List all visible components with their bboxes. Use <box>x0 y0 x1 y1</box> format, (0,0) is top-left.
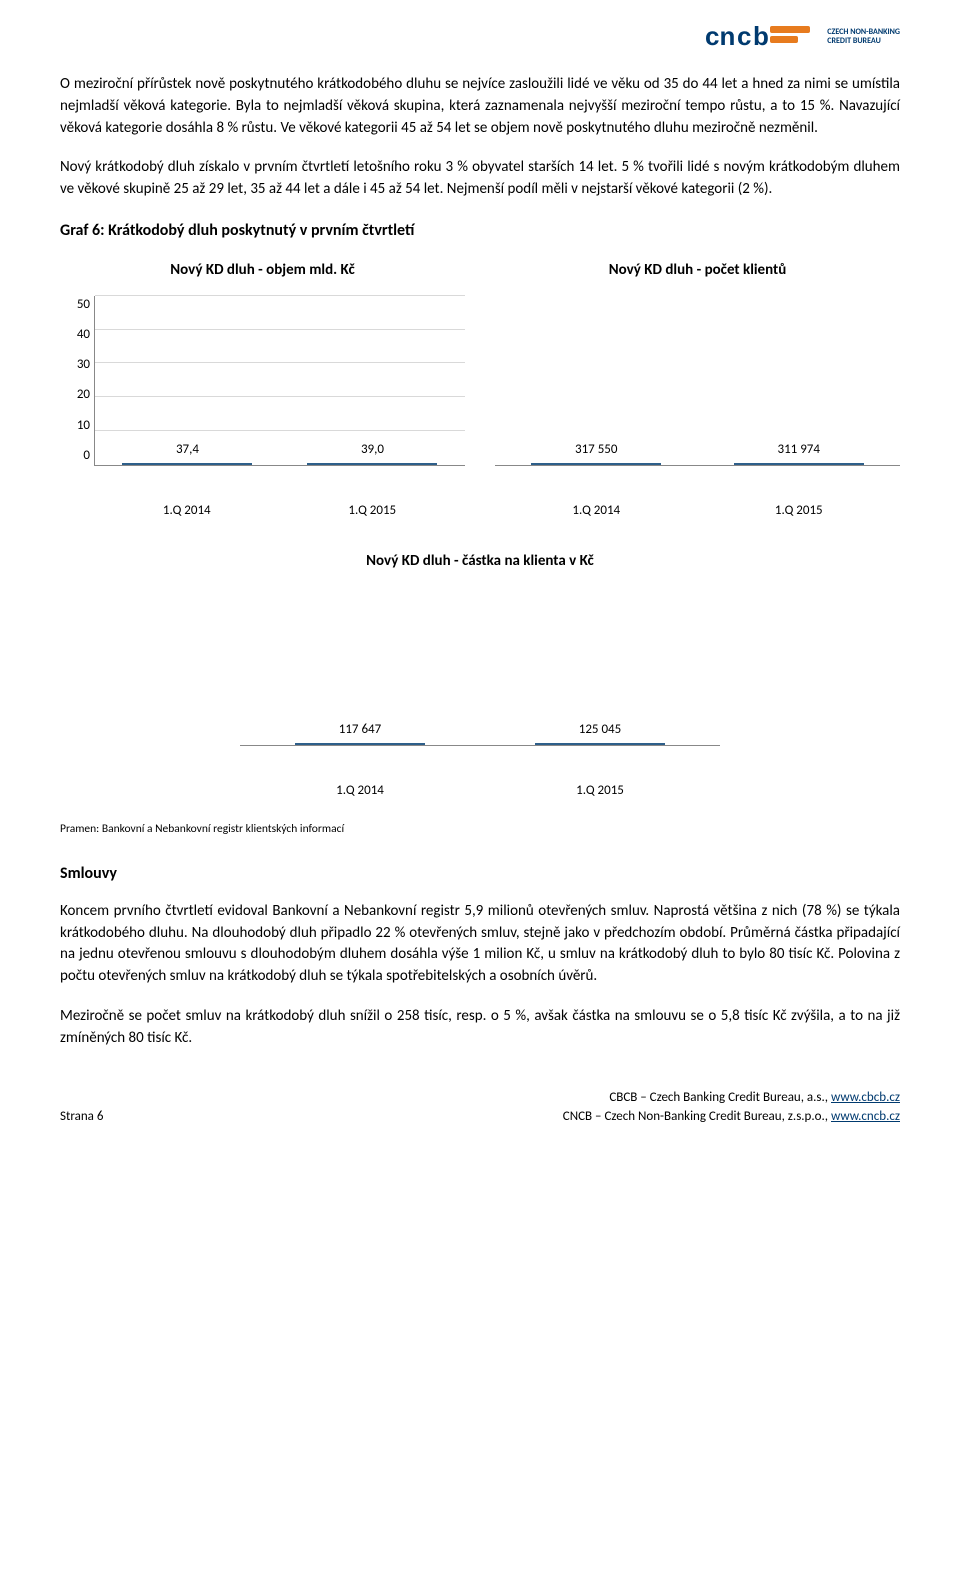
body-paragraph-3: Koncem prvního čtvrtletí evidoval Bankov… <box>60 901 900 988</box>
svg-text:c: c <box>737 21 751 51</box>
chart1-val-0: 37,4 <box>176 441 199 460</box>
charts-row-top: Nový KD dluh - objem mld. Kč 50 40 30 20… <box>60 260 900 521</box>
ytick: 10 <box>77 417 90 436</box>
svg-text:b: b <box>753 21 769 51</box>
graf6-heading: Graf 6: Krátkodobý dluh poskytnutý v prv… <box>60 219 900 242</box>
chart3-cat-1: 1.Q 2015 <box>576 782 624 801</box>
ytick: 20 <box>77 386 90 405</box>
chart2-x-labels: 1.Q 2014 1.Q 2015 <box>495 502 900 521</box>
chart3-bar-1 <box>535 743 665 745</box>
body-paragraph-1: O meziroční přírůstek nově poskytnutého … <box>60 74 900 139</box>
chart3-x-labels: 1.Q 2014 1.Q 2015 <box>240 782 720 801</box>
section-smlouvy-heading: Smlouvy <box>60 862 900 885</box>
chart1-x-labels: 1.Q 2014 1.Q 2015 <box>60 502 465 521</box>
chart2-cat-1: 1.Q 2015 <box>775 502 823 521</box>
chart1-y-axis: 50 40 30 20 10 0 <box>60 296 94 466</box>
chart1-plot: 37,4 39,0 <box>94 296 465 466</box>
chart2-plot: 317 550 311 974 <box>495 296 900 466</box>
chart1-bar-0 <box>122 463 252 465</box>
chart3-bar-0 <box>295 743 425 745</box>
page-header: cn c b CZECH NON-BANKING CREDIT BUREAU <box>60 20 900 54</box>
cncb-logo: cn c b <box>705 20 815 54</box>
svg-text:cn: cn <box>705 21 735 51</box>
chart1-cat-0: 1.Q 2014 <box>163 502 211 521</box>
ytick: 50 <box>77 296 90 315</box>
ytick: 40 <box>77 326 90 345</box>
chart-source: Pramen: Bankovní a Nebankovní registr kl… <box>60 821 900 838</box>
chart-pocet: Nový KD dluh - počet klientů 317 550 311… <box>495 260 900 521</box>
chart-castka: Nový KD dluh - částka na klienta v Kč 11… <box>240 551 720 802</box>
chart-objem: Nový KD dluh - objem mld. Kč 50 40 30 20… <box>60 260 465 521</box>
chart3-plot: 117 647 125 045 <box>240 586 720 746</box>
chart3-val-0: 117 647 <box>339 721 381 740</box>
logo-tagline: CZECH NON-BANKING CREDIT BUREAU <box>827 28 900 46</box>
footer-link-cncb[interactable]: www.cncb.cz <box>831 1109 900 1124</box>
chart2-title: Nový KD dluh - počet klientů <box>495 260 900 282</box>
ytick: 0 <box>83 447 90 466</box>
footer-page-number: Strana 6 <box>60 1108 103 1127</box>
chart1-title: Nový KD dluh - objem mld. Kč <box>60 260 465 282</box>
ytick: 30 <box>77 356 90 375</box>
chart2-bar-1 <box>734 463 864 465</box>
footer-link-cbcb[interactable]: www.cbcb.cz <box>831 1090 900 1105</box>
chart3-title: Nový KD dluh - částka na klienta v Kč <box>240 551 720 573</box>
chart3-cat-0: 1.Q 2014 <box>336 782 384 801</box>
chart1-bar-1 <box>307 463 437 465</box>
chart3-val-1: 125 045 <box>579 721 621 740</box>
chart2-val-1: 311 974 <box>778 441 820 460</box>
chart2-cat-0: 1.Q 2014 <box>572 502 620 521</box>
chart1-val-1: 39,0 <box>361 441 384 460</box>
chart2-bar-0 <box>531 463 661 465</box>
body-paragraph-2: Nový krátkodobý dluh získalo v prvním čt… <box>60 157 900 201</box>
footer-line2-text: CNCB – Czech Non-Banking Credit Bureau, … <box>563 1109 831 1124</box>
chart1-cat-1: 1.Q 2015 <box>348 502 396 521</box>
page-footer: Strana 6 CBCB – Czech Banking Credit Bur… <box>60 1089 900 1127</box>
chart2-val-0: 317 550 <box>575 441 617 460</box>
logo-tag-l2: CREDIT BUREAU <box>827 37 900 46</box>
body-paragraph-4: Meziročně se počet smluv na krátkodobý d… <box>60 1006 900 1050</box>
footer-line1-text: CBCB – Czech Banking Credit Bureau, a.s.… <box>609 1090 831 1105</box>
